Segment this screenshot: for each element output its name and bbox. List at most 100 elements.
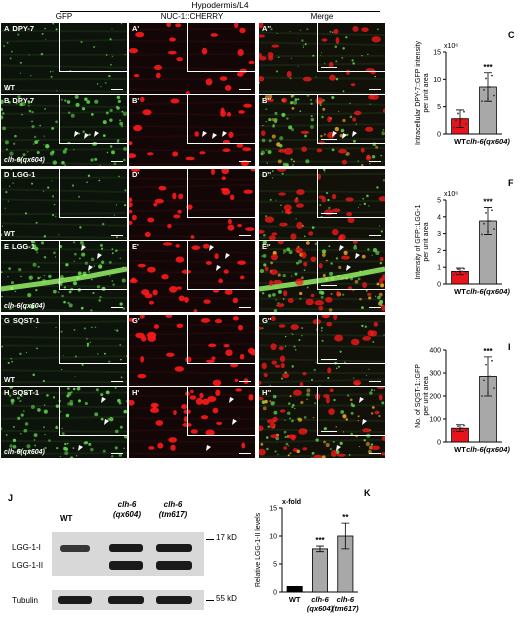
panel-label: G''	[262, 316, 271, 325]
scale-bar	[239, 161, 251, 162]
data-point	[487, 230, 489, 233]
data-point	[461, 117, 463, 120]
y-axis-label: Intracellular DPY-7::GFP intensityper un…	[415, 41, 430, 145]
data-point	[481, 233, 483, 236]
scale-bar	[111, 381, 123, 382]
zoom-inset-frame	[59, 241, 127, 290]
data-point	[483, 222, 485, 225]
data-point	[487, 391, 489, 393]
y-tick-label: 0	[437, 440, 441, 447]
marker-name: SQST-1	[12, 388, 40, 397]
y-tick-label: 0	[273, 590, 277, 597]
data-point	[463, 267, 465, 270]
marker-name: SQST-1	[12, 316, 40, 325]
micrograph-Hp: H'	[129, 387, 255, 458]
micrograph-image	[1, 169, 127, 240]
significance-marker: ***	[483, 198, 493, 207]
micrograph-Dpp: D''	[259, 169, 385, 240]
data-point	[485, 212, 487, 214]
scale-bar	[111, 307, 123, 308]
significance-marker: ***	[315, 536, 325, 545]
panel-label: D'	[132, 170, 139, 179]
y-tick-label: 100	[429, 417, 441, 424]
y-tick-label: 0	[437, 282, 441, 289]
micrograph-Dp: D'	[129, 169, 255, 240]
zoom-inset-frame	[59, 169, 127, 218]
genotype-label: WT	[4, 377, 15, 384]
micrograph-image	[129, 315, 255, 386]
panel-label: A DPY-7	[4, 24, 34, 33]
y-axis-label: Relative LGG-1-II levels	[255, 512, 262, 587]
zoom-inset-frame	[187, 387, 255, 436]
panel-letter: B'	[132, 96, 140, 105]
panel-label: B''	[262, 96, 271, 105]
panel-letter: D'	[132, 170, 140, 179]
micrograph-Ep: E'	[129, 241, 255, 312]
micrograph-image	[259, 95, 385, 166]
scale-bar	[239, 381, 251, 382]
data-point	[465, 272, 467, 275]
data-point	[465, 429, 467, 432]
micrograph-Gpp: G''	[259, 315, 385, 386]
scale-bar	[239, 453, 251, 454]
micrograph-image	[1, 95, 127, 166]
panel-letter: B	[4, 96, 10, 105]
inset-scale-bar	[321, 285, 337, 286]
micrograph-B: B DPY-7 clh-6(qx604)	[1, 95, 127, 166]
figure-header: Hypodermis/L4	[60, 0, 380, 12]
category-label: WT	[289, 595, 301, 604]
panel-letter-K: K	[364, 488, 371, 498]
y-tick-label: 1	[437, 265, 441, 272]
lane-label-qx604: clh-6 (qx604)	[104, 500, 150, 520]
data-point	[489, 86, 491, 88]
micrograph-image	[259, 387, 385, 458]
panel-letter: D''	[262, 170, 271, 179]
scale-bar	[369, 307, 381, 308]
panel-letter-J: J	[8, 493, 14, 503]
band-qx604-lgg1-ii	[109, 561, 143, 570]
panel-letter: E''	[262, 242, 271, 251]
error-bar	[456, 109, 464, 128]
scale-bar	[369, 453, 381, 454]
axis-multiplier: x10⁶	[444, 191, 458, 198]
category-label: clh-6(qx604)	[466, 287, 510, 296]
micrograph-image	[259, 315, 385, 386]
micrograph-Ap: A'	[129, 23, 255, 94]
band-wt-lgg1-i	[60, 545, 90, 552]
data-point	[491, 74, 493, 77]
data-point	[457, 268, 459, 271]
scale-bar	[369, 89, 381, 90]
y-tick-label: 2	[437, 248, 441, 255]
panel-label: D''	[262, 170, 271, 179]
zoom-inset-frame	[187, 23, 255, 72]
scale-bar	[111, 161, 123, 162]
data-point	[487, 97, 489, 100]
zoom-inset-frame	[317, 241, 385, 290]
data-point	[453, 430, 455, 433]
axis-multiplier: x-fold	[282, 499, 301, 506]
data-point	[489, 375, 491, 378]
data-point	[457, 112, 459, 115]
micrograph-image	[129, 95, 255, 166]
inset-scale-bar	[321, 67, 337, 68]
data-point	[491, 209, 493, 212]
y-tick-label: 3	[437, 231, 441, 238]
data-point	[481, 395, 483, 397]
significance-marker: **	[342, 513, 349, 522]
micrograph-image	[1, 241, 127, 312]
micrograph-image	[259, 169, 385, 240]
panel-letter: A''	[262, 24, 271, 33]
zoom-inset-frame	[187, 241, 255, 290]
marker-17kd-tick	[206, 539, 214, 540]
panel-label: E'	[132, 242, 139, 251]
category-label: clh-6(qx604)	[466, 137, 510, 146]
micrograph-Gp: G'	[129, 315, 255, 386]
scale-bar	[239, 89, 251, 90]
lane-label-tm617-text: clh-6 (tm617)	[158, 500, 188, 519]
micrograph-image	[1, 23, 127, 94]
zoom-inset-frame	[59, 315, 127, 364]
category-label: WT	[454, 445, 466, 454]
